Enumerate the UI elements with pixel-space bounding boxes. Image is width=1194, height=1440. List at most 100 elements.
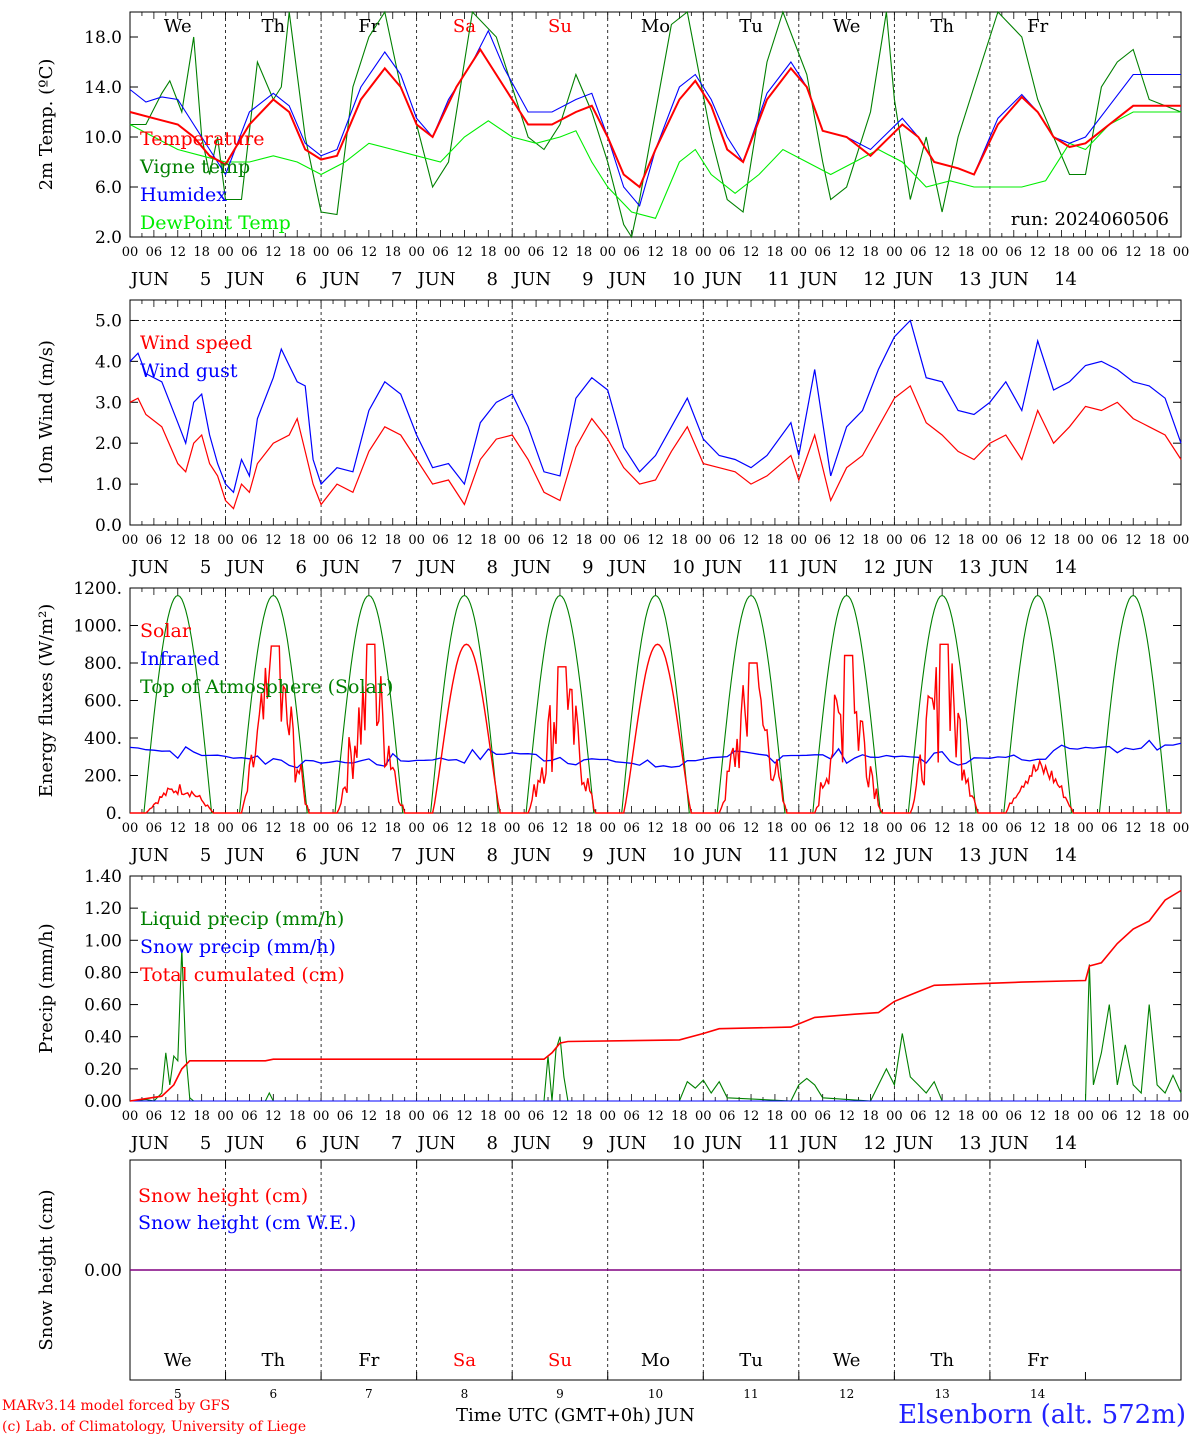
panel-frame	[129, 299, 1182, 526]
hour-tick-label: 06	[814, 533, 831, 548]
hour-tick-label: 12	[838, 821, 855, 836]
hour-tick-label: 06	[337, 821, 354, 836]
month-label: JUN	[798, 269, 838, 290]
hour-tick-label: 06	[146, 821, 163, 836]
hour-tick-label: 06	[528, 533, 545, 548]
hour-tick-label: 18	[1149, 245, 1166, 260]
hour-tick-label: 18	[1149, 1109, 1166, 1124]
hour-tick-label: 12	[838, 533, 855, 548]
hour-tick-label: 12	[265, 245, 282, 260]
hour-tick-label: 12	[647, 533, 664, 548]
date-label: 14	[1054, 1133, 1077, 1154]
hour-tick-label: 12	[1029, 533, 1046, 548]
hour-tick-label: 12	[647, 245, 664, 260]
hour-tick-label: 12	[743, 245, 760, 260]
hour-tick-label: 12	[838, 245, 855, 260]
date-label: 10	[672, 557, 695, 578]
hour-tick-label: 00	[695, 245, 712, 260]
hour-tick-label: 00	[886, 245, 903, 260]
y-axis-label: Energy fluxes (W/m²)	[36, 604, 57, 798]
month-label: JUN	[129, 1133, 169, 1154]
date-label: 10	[648, 1387, 663, 1401]
hour-tick-label: 12	[552, 1109, 569, 1124]
hour-tick-label: 18	[862, 245, 879, 260]
hour-tick-label: 06	[241, 1109, 258, 1124]
hour-tick-label: 18	[480, 821, 497, 836]
month-label: JUN	[415, 845, 455, 866]
hour-tick-label: 18	[193, 245, 210, 260]
hour-tick-label: 12	[1125, 1109, 1142, 1124]
date-label: 9	[556, 1387, 564, 1401]
hour-tick-label: 06	[1101, 533, 1118, 548]
month-label: JUN	[129, 269, 169, 290]
date-label: 6	[269, 1387, 277, 1401]
hour-tick-label: 12	[743, 821, 760, 836]
panel-frame	[129, 587, 1182, 814]
date-label: 12	[863, 557, 886, 578]
hour-tick-label: 06	[814, 821, 831, 836]
hour-tick-label: 12	[169, 533, 186, 548]
month-label: JUN	[511, 1133, 551, 1154]
hour-tick-label: 06	[528, 821, 545, 836]
month-label: JUN	[320, 845, 360, 866]
hour-tick-label: 12	[1029, 1109, 1046, 1124]
hour-tick-label: 12	[456, 1109, 473, 1124]
hour-tick-label: 12	[1125, 821, 1142, 836]
hour-tick-label: 00	[313, 533, 330, 548]
weekday-label: Tu	[739, 1350, 763, 1371]
hour-tick-label: 12	[169, 245, 186, 260]
hour-tick-label: 18	[1149, 533, 1166, 548]
date-label: 7	[391, 557, 402, 578]
hour-tick-label: 18	[958, 1109, 975, 1124]
weekday-label: Fr	[1027, 1350, 1048, 1371]
y-axis-label: Snow height (cm)	[36, 1189, 57, 1350]
date-label: 14	[1054, 557, 1077, 578]
hour-tick-label: 00	[1173, 245, 1190, 260]
hour-tick-label: 18	[671, 1109, 688, 1124]
series-line-dewpoint-temp	[129, 111, 1181, 219]
series-line-temperature	[129, 47, 1181, 189]
weekday-label: We	[833, 16, 861, 37]
y-tick-label: 1.00	[84, 931, 122, 951]
hour-tick-label: 18	[576, 533, 593, 548]
month-label: JUN	[320, 269, 360, 290]
hour-tick-label: 18	[767, 245, 784, 260]
weekday-label: Fr	[1027, 16, 1048, 37]
y-tick-label: 1200.	[73, 579, 122, 599]
month-label: JUN	[702, 845, 742, 866]
month-label: JUN	[415, 557, 455, 578]
hour-tick-label: 12	[361, 1109, 378, 1124]
date-label: 8	[487, 557, 498, 578]
hour-tick-label: 12	[838, 1109, 855, 1124]
hour-tick-label: 00	[408, 1109, 425, 1124]
month-label: JUN	[702, 557, 742, 578]
hour-tick-label: 00	[408, 533, 425, 548]
series-line-humidex	[129, 29, 1181, 207]
hour-tick-label: 00	[886, 533, 903, 548]
date-label: 12	[863, 1133, 886, 1154]
series-line-infrared	[129, 739, 1182, 769]
hour-tick-label: 18	[671, 245, 688, 260]
hour-tick-label: 18	[384, 245, 401, 260]
weekday-label: We	[833, 1350, 861, 1371]
hour-tick-label: 00	[122, 533, 139, 548]
date-label: 11	[767, 845, 790, 866]
y-tick-label: 200.	[84, 767, 122, 787]
hour-tick-label: 06	[241, 533, 258, 548]
y-tick-label: 0.40	[84, 1028, 122, 1048]
hour-tick-label: 12	[552, 245, 569, 260]
hour-tick-label: 12	[552, 533, 569, 548]
hour-tick-label: 00	[599, 821, 616, 836]
y-tick-label: 1.20	[84, 899, 122, 919]
y-tick-label: 6.0	[95, 178, 122, 198]
date-label: 13	[959, 269, 982, 290]
date-label: 8	[487, 845, 498, 866]
hour-tick-label: 18	[958, 533, 975, 548]
hour-tick-label: 00	[408, 245, 425, 260]
hour-tick-label: 00	[313, 1109, 330, 1124]
hour-tick-label: 06	[146, 245, 163, 260]
hour-tick-label: 18	[1053, 533, 1070, 548]
hour-tick-label: 06	[623, 533, 640, 548]
y-tick-label: 600.	[84, 692, 122, 712]
